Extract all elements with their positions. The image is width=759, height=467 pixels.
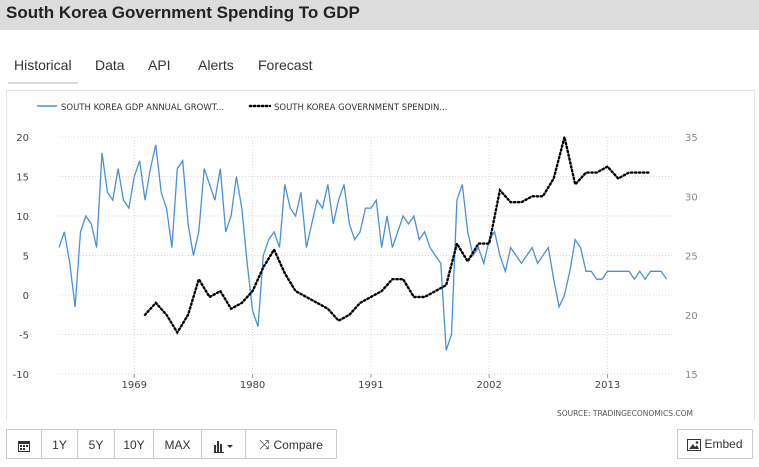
x-tick-label: 1980 (240, 380, 265, 391)
x-tick-label: 1969 (122, 380, 147, 391)
tab-bar: Historical Data API Alerts Forecast (0, 48, 759, 84)
tab-historical[interactable]: Historical (8, 48, 78, 84)
y-right-tick-label: 35 (685, 133, 698, 144)
chart-container: 20 15 10 5 0 -5 -10 35 30 25 20 15 1969 1980 1991 2002 2… (6, 90, 755, 421)
source-label: SOURCE: TRADINGECONOMICS.COM (557, 409, 693, 418)
calendar-button[interactable] (6, 429, 42, 459)
y-left-tick-label: -5 (19, 331, 29, 342)
chart-type-button[interactable] (201, 429, 246, 459)
shuffle-icon: ⤨ (259, 437, 270, 452)
series-line-government-spending (143, 136, 652, 335)
range-max-button[interactable]: MAX (153, 429, 202, 459)
page-title: South Korea Government Spending To GDP (6, 3, 360, 22)
compare-button[interactable]: ⤨ Compare (245, 429, 337, 459)
image-icon (687, 438, 702, 451)
tab-forecast[interactable]: Forecast (258, 57, 313, 73)
tab-data[interactable]: Data (95, 57, 125, 73)
embed-button[interactable]: Embed (677, 429, 753, 459)
y-left-tick-label: 0 (23, 291, 29, 302)
y-right-tick-label: 30 (685, 192, 698, 203)
y-left-tick-label: 5 (23, 252, 29, 263)
y-left-tick-label: 10 (16, 212, 29, 223)
range-10y-button[interactable]: 10Y (114, 429, 154, 459)
x-tick-label: 2002 (476, 380, 501, 391)
compare-label: Compare (273, 438, 323, 452)
bar-chart-icon (213, 440, 233, 453)
calendar-icon (18, 440, 30, 452)
x-tick-label: 2013 (595, 380, 620, 391)
line-chart: 20 15 10 5 0 -5 -10 35 30 25 20 15 1969 1980 1991 2002 2… (13, 103, 698, 418)
y-right-tick-label: 20 (685, 311, 698, 322)
range-5y-button[interactable]: 5Y (77, 429, 115, 459)
page-header: South Korea Government Spending To GDP (0, 0, 759, 30)
caret-down-icon (226, 444, 233, 448)
tab-alerts[interactable]: Alerts (198, 57, 234, 73)
y-left-tick-label: 15 (16, 173, 29, 184)
range-1y-button[interactable]: 1Y (41, 429, 78, 459)
legend-label-government-spending: SOUTH KOREA GOVERNMENT SPENDIN... (274, 103, 448, 113)
x-tick-label: 1991 (358, 380, 383, 391)
tab-api[interactable]: API (148, 57, 171, 73)
y-right-tick-label: 15 (685, 370, 698, 381)
y-right-tick-label: 25 (685, 252, 698, 263)
y-left-tick-label: 20 (16, 133, 29, 144)
legend-label-gdp-growth: SOUTH KOREA GDP ANNUAL GROWT... (61, 103, 224, 113)
embed-label: Embed (704, 437, 743, 451)
y-left-tick-label: -10 (13, 370, 29, 381)
series-line-gdp-growth (58, 144, 668, 351)
